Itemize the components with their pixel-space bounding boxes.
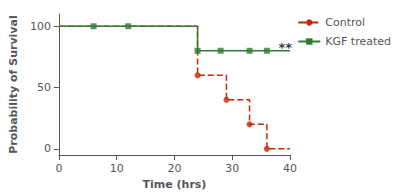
svg-text:10: 10 [110, 162, 124, 175]
svg-text:50: 50 [37, 81, 51, 94]
svg-text:0: 0 [55, 162, 62, 175]
svg-text:40: 40 [283, 162, 297, 175]
svg-text:20: 20 [167, 162, 181, 175]
svg-text:100: 100 [30, 20, 51, 33]
svg-text:Probability of Survival: Probability of Survival [7, 15, 20, 153]
svg-text:30: 30 [225, 162, 239, 175]
svg-text:**: ** [279, 40, 293, 55]
svg-text:Time (hrs): Time (hrs) [143, 178, 207, 191]
svg-text:Control: Control [325, 16, 365, 29]
svg-text:KGF treated: KGF treated [325, 35, 391, 48]
svg-text:0: 0 [44, 142, 51, 155]
